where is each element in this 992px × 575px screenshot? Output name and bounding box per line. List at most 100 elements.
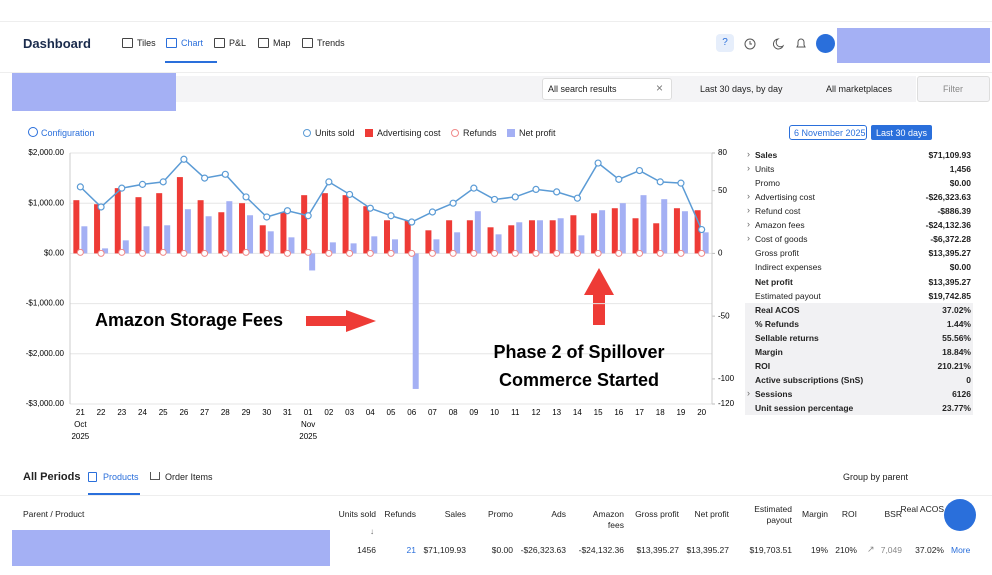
x-tick-label: 29 [242,408,251,417]
refund-point [573,249,581,257]
chevron: › [747,219,750,230]
y2-tick-label: -120 [718,399,735,408]
summary-label: Indirect expenses [755,262,822,273]
column-header[interactable]: Units sold [338,509,376,519]
units-point [635,166,644,175]
legend-label[interactable]: Advertising cost [377,128,441,138]
bar [673,208,680,254]
group-select[interactable]: Group by parent [843,472,909,482]
bar [371,236,378,254]
moon-icon[interactable] [772,38,785,50]
nav-item[interactable]: Chart [181,38,204,48]
cell[interactable]: 21 [406,545,416,555]
bar [549,220,556,254]
column-header[interactable]: Ads [551,509,566,519]
units-point [470,184,478,192]
units-point [201,174,209,182]
chevron: › [747,191,750,202]
summary-label[interactable]: Cost of goods [755,234,808,245]
column-header[interactable]: Gross profit [635,509,679,519]
date-button[interactable] [789,125,867,140]
avatar[interactable] [816,34,835,53]
summary-label[interactable]: Units [755,164,775,175]
column-header[interactable]: Estimated payout [754,504,792,525]
summary-label: ROI [755,360,771,371]
summary-label[interactable]: Amazon fees [755,220,805,231]
column-header[interactable]: Sales [444,509,466,519]
summary-value: 55.56% [942,332,971,343]
x-tick-label: 27 [200,408,209,417]
column-header[interactable]: Real ACOS [900,504,944,514]
units-point [221,170,229,178]
summary-value: 0 [966,374,971,385]
summary-value: $71,109.93 [928,150,971,160]
tab[interactable]: Products [103,472,139,482]
legend-swatch [451,129,459,137]
units-point [511,193,519,201]
clock-icon[interactable] [744,38,756,50]
summary-label[interactable]: Refund cost [755,206,801,217]
column-header[interactable]: BSR [884,509,902,519]
filter-button[interactable] [917,76,990,102]
column-header[interactable]: Promo [487,509,513,519]
clear-icon[interactable]: × [656,81,664,95]
nav-item[interactable]: Map [273,38,291,48]
cell: 37.02% [915,545,944,555]
bar [516,222,523,254]
search-box[interactable] [542,78,672,100]
nav-icon [258,38,269,48]
chevron: › [747,205,750,216]
legend-label[interactable]: Units sold [315,128,355,138]
bsr-icon: ↗ [867,544,875,554]
bell-icon[interactable] [796,38,806,48]
column-header[interactable]: Amazon fees [592,509,624,530]
bar [176,177,183,254]
x-tick-label: 07 [428,408,437,417]
summary-label[interactable]: Sales [755,150,778,160]
chat-button[interactable] [944,499,976,531]
x-month-label: Oct [74,420,87,429]
redaction [12,73,176,111]
bar [184,209,191,254]
legend-label[interactable]: Refunds [463,128,497,138]
nav-icon [214,38,225,48]
refund-point [636,249,644,257]
column-header[interactable]: Refunds [384,509,416,519]
annotation: Amazon Storage Fees [95,310,283,330]
column-header[interactable]: ROI [841,509,857,519]
x-year-label: 2025 [71,432,89,441]
bar [474,211,481,254]
units-point [656,178,664,186]
units-point [263,213,271,221]
units-point [304,212,312,220]
nav-item[interactable]: Tiles [137,38,156,48]
range-button[interactable] [871,125,932,140]
bar [288,237,295,254]
refund-point [532,249,540,257]
summary-value: 18.84% [942,346,971,357]
summary-shade [745,330,973,345]
nav-item[interactable]: P&L [229,38,247,48]
clock-hand [749,41,752,45]
marketplace-select[interactable]: All marketplaces [826,84,893,94]
legend-label[interactable]: Net profit [519,128,556,138]
tab[interactable]: Order Items [165,472,213,482]
summary-label[interactable]: Sessions [755,389,793,400]
gear-icon [28,127,38,137]
configuration-link[interactable]: Configuration [41,128,95,138]
x-tick-label: 30 [262,408,271,417]
sort-icon: ↓ [370,527,374,536]
bar [508,225,515,254]
refund-point [283,249,291,257]
cell: $19,703.51 [749,545,792,555]
bar [363,206,370,254]
column-header[interactable]: Margin [802,509,828,519]
nav-item[interactable]: Trends [317,38,345,48]
help-button[interactable]: ? [716,34,734,52]
period-select[interactable]: Last 30 days, by day [700,84,783,94]
x-tick-label: 24 [138,408,147,417]
summary-label: Margin [755,346,783,357]
summary-label[interactable]: Advertising cost [755,192,815,203]
more-link[interactable]: More [951,545,971,555]
column-header[interactable]: Net profit [694,509,730,519]
